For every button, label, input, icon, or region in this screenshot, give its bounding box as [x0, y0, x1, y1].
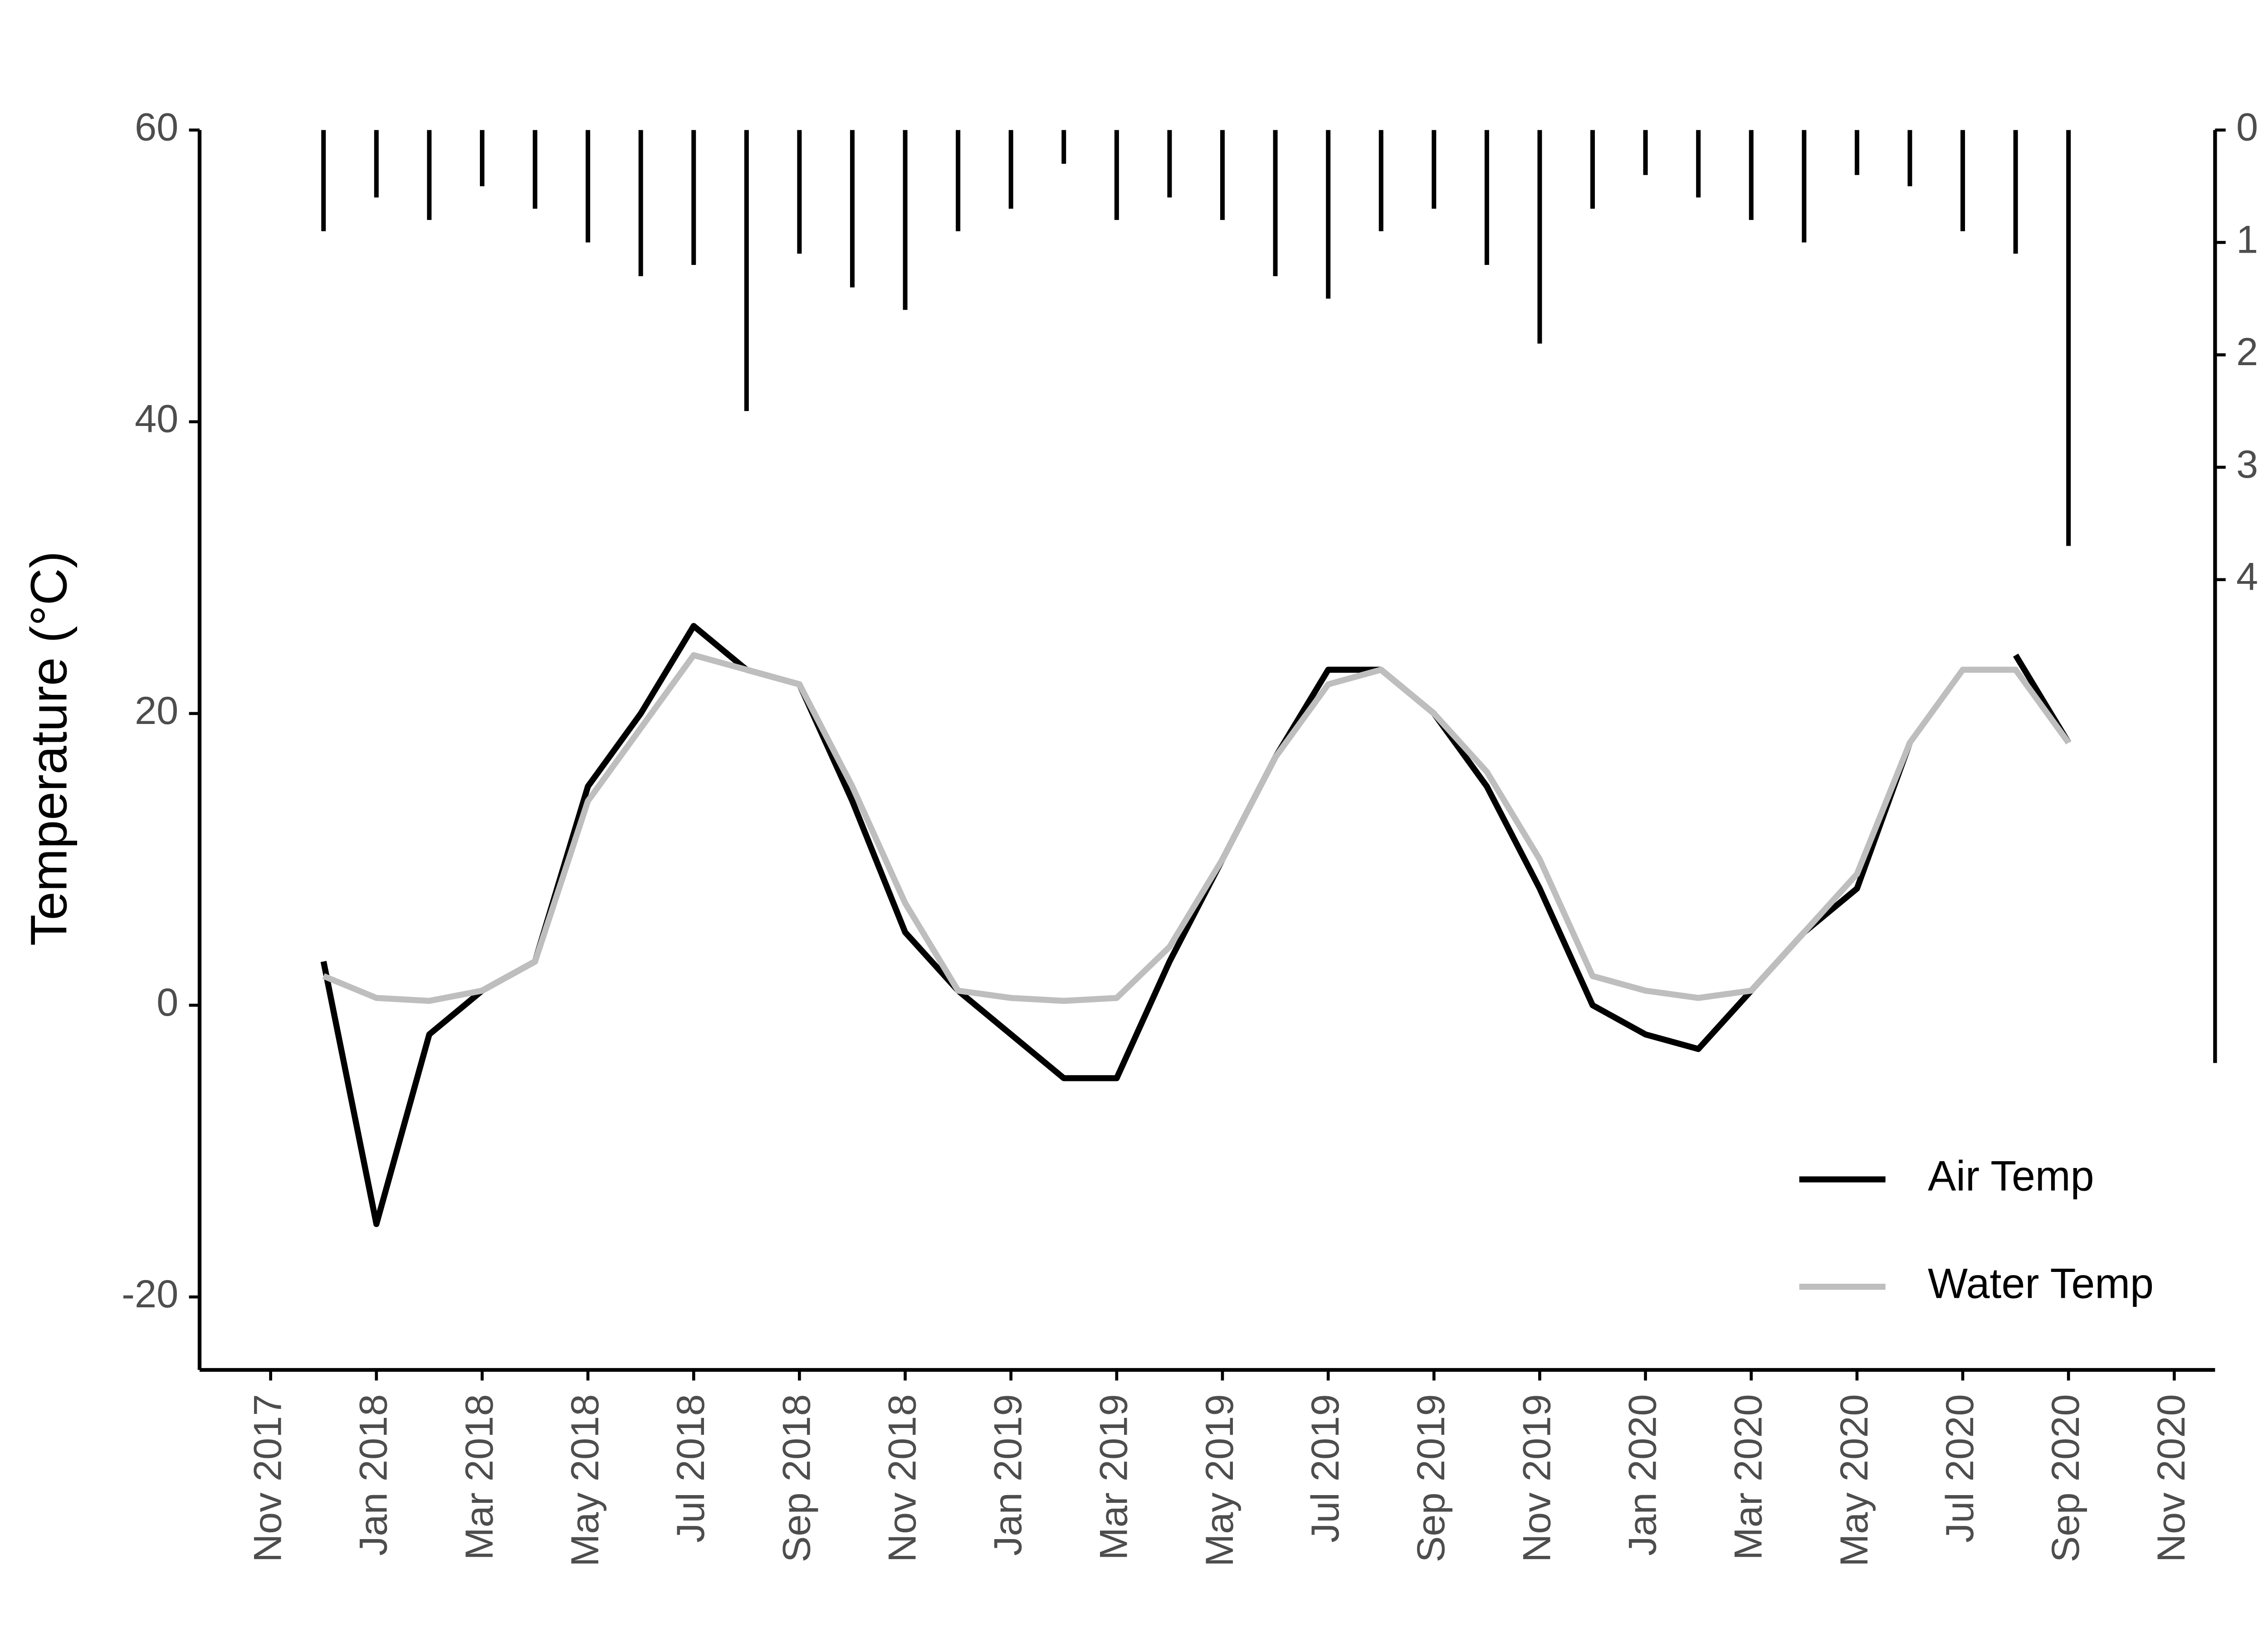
x-tick-label: Jul 2018 [669, 1394, 713, 1543]
precip-bar [1114, 130, 1119, 220]
precip-bar [533, 130, 538, 209]
x-tick-label: Nov 2018 [880, 1394, 924, 1562]
x-tick-label: Jul 2019 [1304, 1394, 1347, 1543]
x-tick-label: May 2019 [1198, 1394, 1242, 1567]
precip-bar [1220, 130, 1225, 220]
precip-bar [1537, 130, 1542, 344]
legend-label: Air Temp [1928, 1153, 2094, 1200]
x-tick-label: Sep 2018 [775, 1394, 818, 1562]
precip-bar [479, 130, 484, 186]
precip-bar [1960, 130, 1965, 231]
x-tick-label: May 2018 [563, 1394, 607, 1567]
precip-bar [691, 130, 696, 265]
precip-bar [427, 130, 432, 220]
precip-bar [638, 130, 643, 276]
precip-bar [1273, 130, 1278, 276]
precip-bar [797, 130, 802, 254]
precip-bar [1643, 130, 1648, 175]
x-tick-label: Sep 2020 [2044, 1394, 2087, 1562]
y-tick-label: 40 [135, 397, 178, 441]
legend-label: Water Temp [1928, 1260, 2154, 1307]
precip-bar [956, 130, 961, 231]
x-tick-label: Nov 2020 [2150, 1394, 2193, 1562]
y2-tick-label: 4 [2236, 555, 2258, 599]
precip-bar [1590, 130, 1595, 209]
precip-bar [1432, 130, 1437, 209]
x-tick-label: Jan 2019 [987, 1394, 1030, 1556]
precip-bar [903, 130, 908, 310]
precip-bar [1378, 130, 1383, 231]
precip-bar [2013, 130, 2018, 254]
y2-tick-label: 2 [2236, 330, 2258, 374]
y-tick-label: -20 [122, 1272, 178, 1316]
x-tick-label: Jan 2020 [1621, 1394, 1664, 1556]
x-tick-label: Jan 2018 [352, 1394, 396, 1556]
x-tick-label: Sep 2019 [1409, 1394, 1453, 1562]
precip-bar [1696, 130, 1701, 198]
precip-bar [1326, 130, 1331, 299]
precip-bar [1907, 130, 1912, 186]
precip-bar [1749, 130, 1754, 220]
precip-bar [744, 130, 749, 411]
precip-bar [1854, 130, 1859, 175]
x-tick-label: Mar 2020 [1727, 1394, 1770, 1560]
y2-tick-label: 0 [2236, 106, 2258, 149]
precip-bar [2066, 130, 2071, 546]
precip-bar [1167, 130, 1172, 198]
y-tick-label: 60 [135, 106, 178, 149]
x-tick-label: Nov 2019 [1515, 1394, 1559, 1562]
precip-bar [374, 130, 379, 198]
precip-bar [321, 130, 326, 231]
y2-tick-label: 3 [2236, 443, 2258, 486]
y2-tick-label: 1 [2236, 218, 2258, 261]
x-tick-label: Jul 2020 [1938, 1394, 1982, 1543]
x-tick-label: Mar 2018 [458, 1394, 501, 1560]
precip-bar [1061, 130, 1066, 164]
y-tick-label: 20 [135, 689, 178, 733]
precip-bar [1484, 130, 1489, 265]
x-tick-label: May 2020 [1833, 1394, 1876, 1567]
y-axis-title: Temperature (°C) [20, 551, 78, 946]
precip-bar [850, 130, 855, 288]
x-tick-label: Nov 2017 [246, 1394, 290, 1562]
y-tick-label: 0 [156, 981, 178, 1024]
x-tick-label: Mar 2019 [1092, 1394, 1136, 1560]
precip-bar [1008, 130, 1013, 209]
legend-box [1761, 1126, 2215, 1354]
precip-bar [1802, 130, 1807, 243]
precip-bar [586, 130, 591, 243]
temp-line [322, 652, 2071, 1004]
